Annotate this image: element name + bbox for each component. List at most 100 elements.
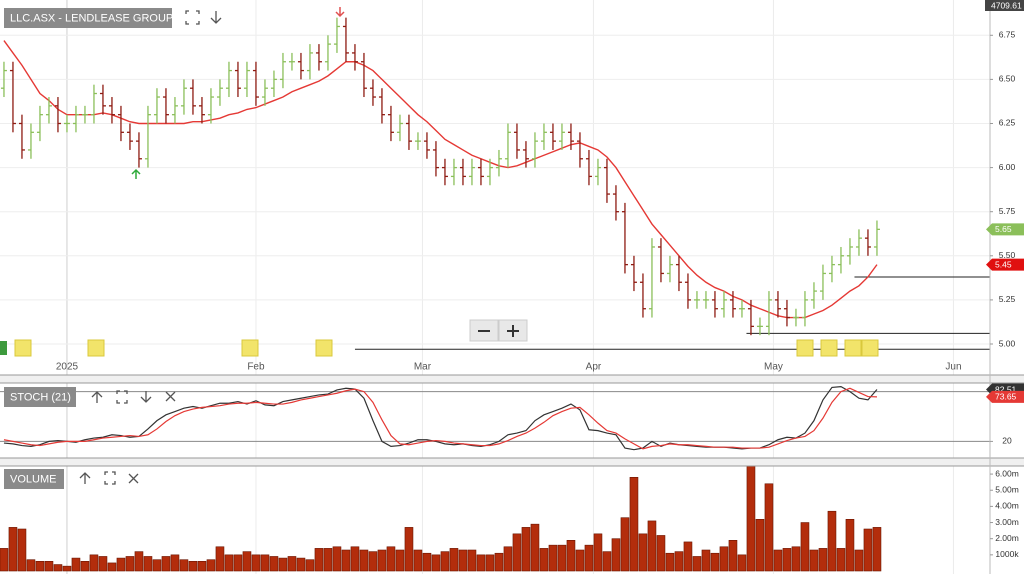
toolbar — [185, 10, 222, 25]
x-tick-label: Jun — [945, 362, 961, 373]
y-tick-label: 5.25 — [999, 294, 1016, 304]
title-box — [4, 387, 76, 407]
y-tick-label: 5.50 — [999, 250, 1016, 260]
marker — [0, 341, 7, 355]
volume-bar — [647, 520, 657, 572]
volume-bar — [314, 548, 324, 572]
volume-bar — [440, 551, 450, 572]
volume-bar — [53, 564, 63, 572]
volume-bar — [611, 538, 621, 572]
up-icon[interactable] — [79, 472, 91, 484]
y-tick-label: 4.00m — [995, 501, 1019, 511]
volume-bar — [539, 548, 549, 572]
badge-label: 82.51 — [995, 384, 1017, 394]
expand-icon[interactable] — [104, 471, 116, 485]
y-tick-label: 3.00m — [995, 517, 1019, 527]
volume-bar — [197, 561, 207, 572]
volume-bar — [494, 552, 504, 572]
volume-bar — [683, 541, 693, 572]
expand-icon[interactable] — [185, 10, 200, 25]
volume-bar — [287, 556, 297, 572]
expand-icon[interactable] — [116, 390, 128, 404]
y-tick-label: 6.00 — [999, 162, 1016, 172]
volume-bar — [0, 548, 9, 572]
volume-bar — [269, 556, 279, 572]
down-icon[interactable] — [140, 391, 152, 403]
volume-bar — [449, 548, 459, 572]
close-icon[interactable] — [165, 391, 176, 402]
pencil[interactable] — [820, 339, 838, 357]
volume-bar — [656, 535, 666, 572]
y-tick-label: 2.00m — [995, 533, 1019, 543]
volume-bar — [89, 554, 99, 572]
down-icon[interactable] — [210, 11, 222, 24]
pencil[interactable] — [14, 339, 32, 357]
volume-bar — [818, 548, 828, 572]
volume-bar — [458, 549, 468, 572]
volume-bar — [215, 546, 225, 572]
volume-bar — [431, 554, 441, 572]
moving-average — [3, 40, 878, 319]
volume-bar — [305, 559, 315, 572]
volume-bar — [836, 548, 846, 572]
volume-bar — [629, 477, 639, 572]
volume-bar — [278, 557, 288, 572]
pencil[interactable] — [87, 339, 105, 357]
pencil[interactable] — [796, 339, 814, 357]
volume-bar — [35, 561, 45, 572]
volume-bar — [485, 554, 495, 572]
volume-bar — [224, 554, 234, 572]
volume-bar — [872, 527, 882, 572]
volume-bar — [377, 549, 387, 572]
toolbar — [79, 471, 139, 485]
volume-bar — [548, 544, 558, 572]
volume-bar — [62, 565, 72, 572]
volume-bar — [242, 551, 252, 572]
volume-bar — [26, 559, 36, 572]
up-icon[interactable] — [91, 391, 103, 403]
x-tick-label: Feb — [247, 362, 265, 373]
value-badge — [986, 258, 1024, 271]
volume-bar — [134, 551, 144, 572]
close-icon[interactable] — [128, 473, 139, 484]
volume-bar — [692, 556, 702, 572]
pencil[interactable] — [861, 339, 879, 357]
volume-bar — [845, 519, 855, 572]
volume-bar — [782, 548, 792, 572]
volume-bar — [512, 533, 522, 572]
volume-bar — [80, 561, 90, 572]
volume-bar — [701, 549, 711, 572]
header-value: 4709.61 — [991, 0, 1022, 10]
value-badge — [986, 223, 1024, 236]
header-badge — [985, 0, 1024, 11]
volume-bar — [467, 549, 477, 572]
volume-bar — [143, 556, 153, 572]
volume-bar — [332, 546, 342, 572]
pencil[interactable] — [315, 339, 333, 357]
sell-signal — [335, 7, 345, 18]
pencil-markers — [14, 339, 879, 357]
zoom-glyphs — [478, 325, 519, 337]
volume-bar — [791, 546, 801, 572]
x-tick-label: Mar — [414, 362, 432, 373]
volume-bar — [125, 556, 135, 572]
y-tick-label: 6.75 — [999, 30, 1016, 40]
volume-bar — [170, 554, 180, 572]
axis-layer: 2025 Feb Mar Apr May Jun 5.00 5.25 5.50 5.75 6.00 6… — [56, 30, 1024, 559]
volume-bar — [530, 523, 540, 572]
pencil[interactable] — [241, 339, 259, 357]
x-tick-label: May — [764, 362, 783, 373]
volume-bar — [71, 557, 81, 572]
y-tick-label: 6.50 — [999, 74, 1016, 84]
value-badge — [986, 390, 1024, 403]
volume-panel — [0, 466, 882, 572]
badge-label: 5.45 — [995, 259, 1012, 269]
volume-bar — [521, 527, 531, 572]
volume-bar — [8, 527, 18, 572]
zoom-controls — [469, 319, 528, 342]
pencil[interactable] — [844, 339, 862, 357]
volume-bar — [719, 546, 729, 572]
volume-bar — [98, 556, 108, 572]
volume-bar — [476, 554, 486, 572]
